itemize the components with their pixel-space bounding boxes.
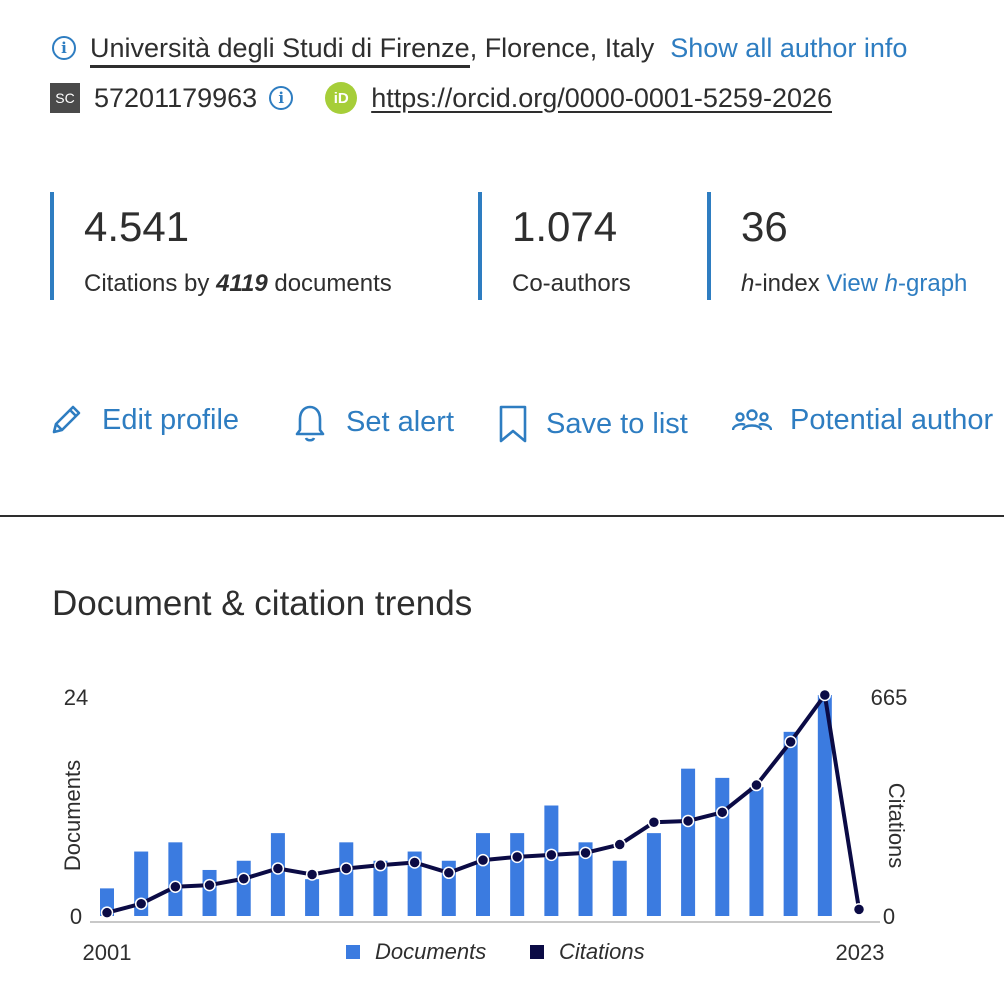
document-citation-trends-chart: 24 0 665 0 Documents Citations 2001 2023 Documen… [60, 685, 909, 965]
set-alert-button[interactable]: Set alert [292, 402, 454, 442]
edit-profile-button[interactable]: Edit profile [48, 402, 239, 438]
documents-bar [305, 879, 320, 916]
citing-documents-count: 4119 [216, 270, 268, 297]
citations-point [442, 866, 456, 880]
metric-hindex: 36 h-index View h-graph [707, 192, 967, 300]
left-axis-min-tick: 0 [70, 904, 82, 929]
documents-bar [646, 833, 661, 916]
x-axis-start-label: 2001 [83, 940, 132, 965]
citations-point [545, 848, 558, 862]
citations-point [750, 778, 763, 792]
orcid-icon: iD [325, 82, 358, 114]
hindex-value: 36 [741, 203, 788, 250]
institution-link[interactable]: Università degli Studi di Firenze [90, 32, 470, 68]
orcid-link[interactable]: https://orcid.org/0000-0001-5259-2026 [371, 82, 833, 113]
info-icon[interactable]: i [52, 36, 76, 60]
metric-citations: 4.541 Citations by 4119 documents [50, 192, 392, 300]
legend-citations-swatch [530, 945, 544, 959]
documents-bar [236, 860, 251, 916]
potential-author-label: Potential author [790, 404, 994, 436]
citations-point [374, 858, 387, 872]
documents-bar [681, 768, 696, 916]
documents-bar [373, 860, 388, 916]
identifiers-row: SC 57201179963 i iD https://orcid.org/00… [50, 80, 832, 116]
metric-coauthors: 1.074 Co-authors [478, 192, 631, 300]
documents-bar [476, 833, 490, 916]
scopus-author-id: 57201179963 [94, 82, 258, 113]
documents-bar [715, 777, 730, 916]
documents-bar [339, 842, 354, 916]
citations-point [818, 688, 832, 702]
profile-actions: Edit profile Set alert Save to list Pote… [48, 398, 1004, 458]
coauthors-count[interactable]: 1.074 [512, 203, 618, 250]
citations-point [852, 903, 866, 916]
citations-point [784, 735, 797, 749]
citations-label: Citations by 4119 documents [84, 270, 392, 297]
potential-author-button[interactable]: Potential author [732, 404, 993, 437]
hindex-label: h-index View h-graph [741, 270, 968, 297]
legend-citations-label: Citations [559, 939, 645, 964]
left-axis-label: Documents [60, 760, 85, 871]
left-axis-max-tick: 24 [64, 685, 88, 710]
affiliation-text: Università degli Studi di Firenze, Flore… [90, 32, 655, 68]
citations-point [169, 880, 182, 894]
documents-bar [510, 833, 525, 916]
citations-point [647, 816, 661, 829]
affiliation-row: i Università degli Studi di Firenze, Flo… [52, 30, 908, 68]
citations-point [305, 868, 319, 881]
citations-point [100, 906, 114, 919]
set-alert-label: Set alert [346, 405, 454, 438]
citations-point [134, 897, 148, 910]
citations-point [340, 862, 353, 875]
legend-documents-swatch [346, 945, 360, 959]
save-to-list-button[interactable]: Save to list [498, 404, 688, 444]
citations-point [271, 862, 285, 875]
pencil-icon [52, 405, 81, 434]
scopus-badge: SC [50, 83, 80, 113]
documents-bar [749, 787, 764, 916]
right-axis-label: Citations [884, 783, 909, 869]
save-to-list-label: Save to list [546, 407, 688, 440]
affiliation-location: , Florence, Italy [469, 32, 655, 63]
section-divider [0, 515, 1004, 517]
coauthors-label: Co-authors [512, 270, 631, 297]
citations-point [476, 853, 490, 867]
citations-point [408, 856, 421, 869]
bell-icon [295, 405, 325, 442]
show-all-author-info-link[interactable]: Show all author info [670, 32, 908, 63]
citations-point [681, 814, 695, 828]
documents-bar [168, 842, 183, 916]
bookmark-icon [499, 405, 527, 443]
documents-bar [783, 731, 798, 916]
citations-point [716, 806, 729, 819]
citations-point [510, 850, 524, 864]
citations-point [237, 872, 250, 886]
right-axis-max-tick: 665 [871, 685, 908, 710]
view-hgraph-link[interactable]: View h-graph [826, 270, 968, 297]
citations-count[interactable]: 4.541 [84, 203, 190, 250]
citations-point [203, 878, 216, 892]
documents-bar [612, 860, 627, 916]
documents-bar [817, 695, 832, 916]
people-icon [732, 408, 772, 430]
right-axis-min-tick: 0 [883, 904, 895, 929]
citations-point [579, 846, 592, 860]
legend-documents-label: Documents [375, 939, 486, 964]
documents-bar [578, 842, 593, 916]
trends-title: Document & citation trends [52, 584, 473, 623]
x-axis-end-label: 2023 [836, 940, 885, 965]
documents-bar [202, 869, 217, 916]
edit-profile-label: Edit profile [102, 403, 240, 436]
citations-point [613, 838, 626, 851]
info-icon[interactable]: i [269, 86, 294, 110]
